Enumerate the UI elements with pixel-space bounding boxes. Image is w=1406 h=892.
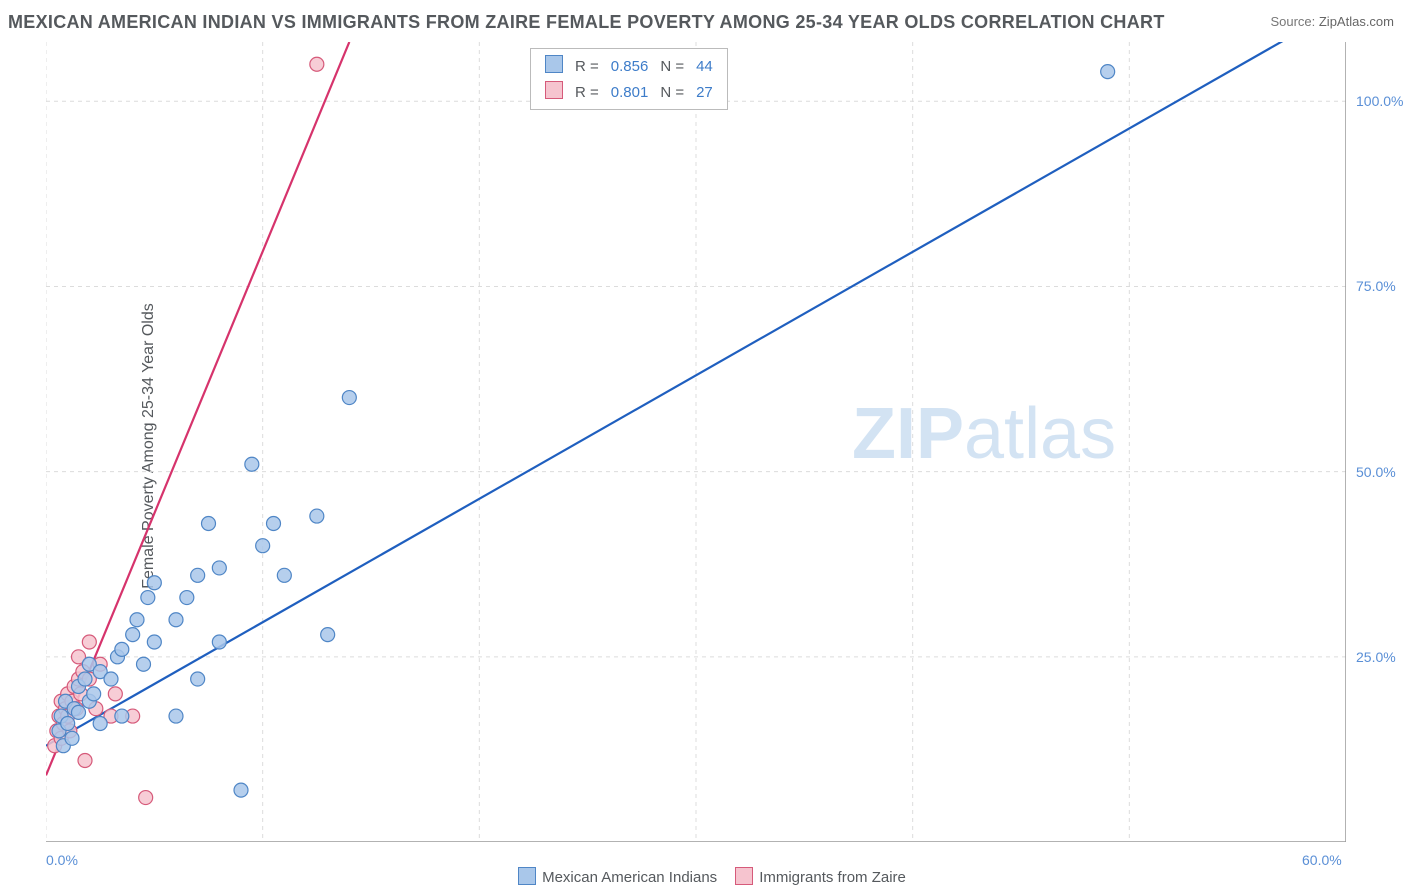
correlation-stats-box: R =0.856N =44R =0.801N =27 <box>530 48 728 110</box>
y-tick-label: 50.0% <box>1356 464 1396 480</box>
stats-row: R =0.801N =27 <box>539 79 719 105</box>
scatter-plot: ZIPatlas <box>46 42 1346 842</box>
stats-r-value: 0.856 <box>605 53 655 79</box>
source-attribution: Source: ZipAtlas.com <box>1270 14 1394 29</box>
legend-label: Immigrants from Zaire <box>759 869 906 886</box>
source-site: ZipAtlas.com <box>1319 14 1394 29</box>
legend-swatch <box>518 867 536 885</box>
series-legend: Mexican American Indians Immigrants from … <box>0 867 1406 886</box>
stats-n-value: 44 <box>690 53 719 79</box>
stats-r-label: R = <box>569 79 605 105</box>
stats-r-value: 0.801 <box>605 79 655 105</box>
y-tick-label: 75.0% <box>1356 278 1396 294</box>
svg-text:ZIPatlas: ZIPatlas <box>852 394 1116 474</box>
legend-label: Mexican American Indians <box>542 869 717 886</box>
chart-title: MEXICAN AMERICAN INDIAN VS IMMIGRANTS FR… <box>8 12 1165 33</box>
legend-swatch <box>735 867 753 885</box>
legend-swatch <box>545 81 563 99</box>
chart-container: MEXICAN AMERICAN INDIAN VS IMMIGRANTS FR… <box>0 0 1406 892</box>
x-tick-label: 60.0% <box>1302 852 1342 868</box>
y-tick-label: 25.0% <box>1356 649 1396 665</box>
stats-n-label: N = <box>654 79 690 105</box>
stats-r-label: R = <box>569 53 605 79</box>
source-prefix: Source: <box>1270 14 1318 29</box>
x-tick-label: 0.0% <box>46 852 78 868</box>
y-tick-label: 100.0% <box>1356 93 1403 109</box>
legend-swatch <box>545 55 563 73</box>
stats-n-label: N = <box>654 53 690 79</box>
stats-table: R =0.856N =44R =0.801N =27 <box>539 53 719 105</box>
stats-row: R =0.856N =44 <box>539 53 719 79</box>
stats-n-value: 27 <box>690 79 719 105</box>
